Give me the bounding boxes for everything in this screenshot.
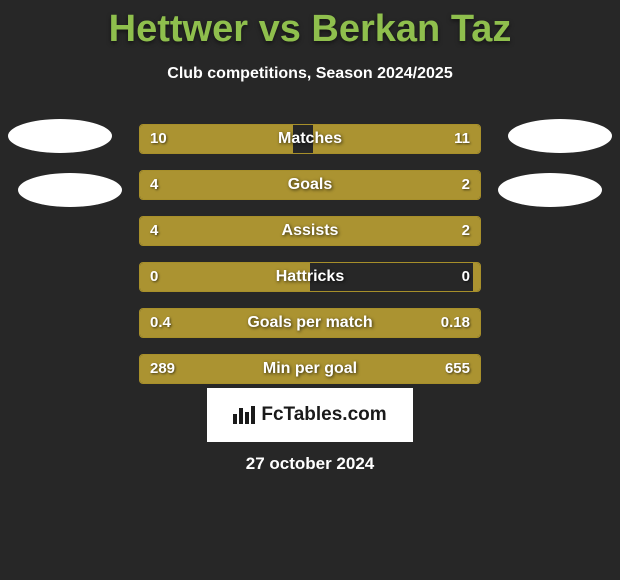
bar-value-right: 0.18 [441,309,470,337]
bar-segment-right [473,263,480,291]
bar-value-right: 655 [445,355,470,383]
player1-avatar [8,119,112,153]
bars-container: 1011Matches42Goals42Assists00Hattricks0.… [139,124,481,400]
bar-segment-left [140,217,364,245]
bar-value-right: 11 [454,125,470,153]
bar-row: 1011Matches [139,124,481,154]
bar-value-right: 2 [462,171,470,199]
bar-segment-right [235,355,480,383]
title-player1: Hettwer [109,8,248,50]
page-title: Hettwer vs Berkan Taz [0,0,620,51]
brand-text: FcTables.com [261,404,386,426]
date-label: 27 october 2024 [0,454,620,474]
bar-row: 00Hattricks [139,262,481,292]
bar-value-left: 4 [150,217,158,245]
bar-value-left: 289 [150,355,175,383]
title-vs: vs [259,8,301,50]
player2-avatar [508,119,612,153]
subtitle: Club competitions, Season 2024/2025 [0,65,620,83]
brand-label: FcTables.com [233,404,386,426]
bar-segment-left [140,309,375,337]
bar-row: 42Goals [139,170,481,200]
player1-club-avatar [18,173,122,207]
title-player2: Berkan Taz [311,8,511,50]
bar-row: 0.40.18Goals per match [139,308,481,338]
bar-value-left: 10 [150,125,167,153]
bar-row: 289655Min per goal [139,354,481,384]
player2-club-avatar [498,173,602,207]
bars-icon [233,406,255,424]
brand-box: FcTables.com [207,388,413,442]
bar-segment-left [140,263,310,291]
bar-value-left: 4 [150,171,158,199]
bar-value-left: 0.4 [150,309,171,337]
bar-value-left: 0 [150,263,158,291]
bar-segment-left [140,171,364,199]
bar-value-right: 2 [462,217,470,245]
bar-value-right: 0 [462,263,470,291]
bar-row: 42Assists [139,216,481,246]
